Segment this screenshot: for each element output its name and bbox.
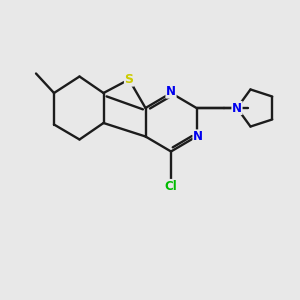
Text: N: N: [166, 85, 176, 98]
Text: S: S: [124, 73, 134, 86]
Text: Cl: Cl: [165, 179, 177, 193]
Text: N: N: [193, 130, 203, 143]
Text: N: N: [232, 101, 242, 115]
